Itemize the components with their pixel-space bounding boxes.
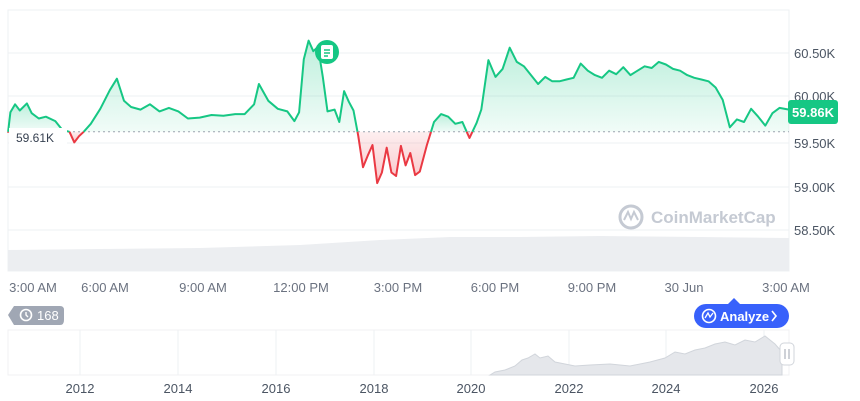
navigator-year-label: 2024 bbox=[652, 381, 681, 396]
history-icon bbox=[19, 308, 33, 322]
fill-segment-up bbox=[430, 114, 467, 132]
line-segment-up bbox=[471, 46, 790, 133]
x-tick-label: 3:00 AM bbox=[9, 280, 57, 295]
navigator-handle[interactable] bbox=[779, 342, 795, 366]
line-segment-down bbox=[356, 131, 432, 185]
line-segment-down bbox=[68, 131, 85, 144]
navigator-year-label: 2012 bbox=[66, 381, 95, 396]
news-marker[interactable] bbox=[315, 40, 339, 64]
fill-segment-up bbox=[472, 47, 789, 132]
x-tick-label: 6:00 AM bbox=[81, 280, 129, 295]
x-tick-label: 6:00 PM bbox=[471, 280, 519, 295]
navigator-year-label: 2026 bbox=[750, 381, 779, 396]
chevron-right-icon bbox=[771, 310, 778, 322]
navigator-year-label: 2022 bbox=[555, 381, 584, 396]
baseline-label: 59.61K bbox=[9, 128, 67, 148]
navigator-x-axis: 2012 2014 2016 2018 2020 2022 2024 2026 bbox=[66, 381, 779, 396]
volume-area bbox=[8, 236, 789, 271]
fill-segment-up bbox=[83, 40, 358, 132]
navigator-year-label: 2018 bbox=[360, 381, 389, 396]
line-segment-up bbox=[82, 39, 359, 133]
line-segment-up bbox=[7, 102, 70, 133]
document-icon bbox=[321, 45, 333, 59]
current-price-value: 59.86K bbox=[792, 105, 835, 120]
navigator-history-area bbox=[488, 335, 783, 376]
x-tick-label: 30 Jun bbox=[664, 280, 703, 295]
price-line bbox=[7, 39, 790, 185]
history-button[interactable]: 168 bbox=[8, 306, 64, 325]
coinmarketcap-watermark: CoinMarketCap bbox=[618, 204, 776, 230]
y-tick-label: 59.50K bbox=[794, 136, 836, 151]
x-tick-label: 12:00 PM bbox=[273, 280, 329, 295]
history-count: 168 bbox=[37, 308, 59, 323]
x-tick-label: 3:00 PM bbox=[374, 280, 422, 295]
navigator-year-label: 2016 bbox=[262, 381, 291, 396]
line-segment-down bbox=[465, 131, 474, 139]
x-tick-label: 9:00 AM bbox=[179, 280, 227, 295]
baseline-value: 59.61K bbox=[16, 131, 54, 145]
line-segment-up bbox=[430, 113, 468, 133]
x-tick-label: 9:00 PM bbox=[568, 280, 616, 295]
y-tick-label: 58.50K bbox=[794, 223, 836, 238]
current-price-badge: 59.86K bbox=[788, 100, 838, 124]
watermark-text: CoinMarketCap bbox=[651, 208, 776, 227]
fill-segment-up bbox=[8, 103, 70, 132]
navigator[interactable]: 2012 2014 2016 2018 2020 2022 2024 2026 bbox=[7, 329, 795, 396]
x-tick-label: 3:00 AM bbox=[762, 280, 810, 295]
analyze-label: Analyze bbox=[720, 309, 769, 324]
y-tick-label: 59.00K bbox=[794, 180, 836, 195]
analyze-icon bbox=[701, 308, 717, 324]
navigator-year-label: 2014 bbox=[164, 381, 193, 396]
y-tick-label: 60.50K bbox=[794, 46, 836, 61]
analyze-button[interactable]: Analyze bbox=[694, 298, 789, 328]
navigator-year-label: 2020 bbox=[457, 381, 486, 396]
x-axis: 3:00 AM 6:00 AM 9:00 AM 12:00 PM 3:00 PM 6:00… bbox=[9, 280, 810, 295]
